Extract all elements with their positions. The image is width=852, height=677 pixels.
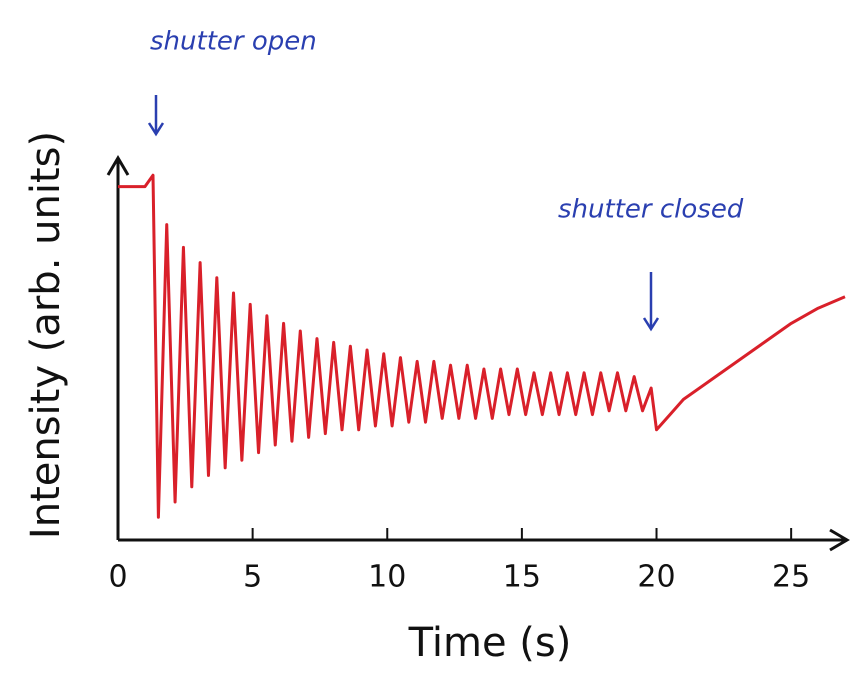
x-tick-label: 20 — [637, 560, 675, 595]
annotation: shutter open — [150, 27, 317, 57]
x-tick-label: 5 — [243, 560, 262, 595]
annotation-arrow — [147, 95, 165, 137]
x-tick-label: 15 — [503, 560, 541, 595]
x-tick-label: 25 — [772, 560, 810, 595]
annotation: shutter closed — [558, 195, 744, 225]
x-tick-label: 10 — [368, 560, 406, 595]
y-axis-title: Intensity (arb. units) — [23, 131, 69, 539]
x-tick-label: 0 — [108, 560, 127, 595]
axes — [106, 155, 850, 552]
data-line — [118, 173, 846, 519]
x-axis-title: Time (s) — [408, 620, 572, 666]
y-axis-arrow — [106, 155, 130, 176]
x-axis-arrow — [829, 528, 850, 552]
annotation-arrow — [642, 272, 660, 332]
